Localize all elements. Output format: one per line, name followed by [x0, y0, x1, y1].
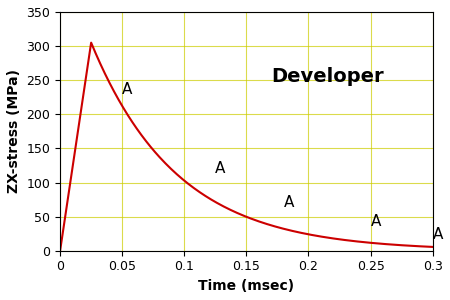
- X-axis label: Time (msec): Time (msec): [198, 279, 294, 293]
- Text: A: A: [284, 195, 294, 210]
- Text: Developer: Developer: [271, 67, 384, 85]
- Text: A: A: [122, 82, 133, 97]
- Text: A: A: [371, 214, 381, 229]
- Text: A: A: [216, 161, 226, 176]
- Y-axis label: ZX-stress (MPa): ZX-stress (MPa): [7, 69, 21, 194]
- Text: A: A: [433, 227, 443, 242]
